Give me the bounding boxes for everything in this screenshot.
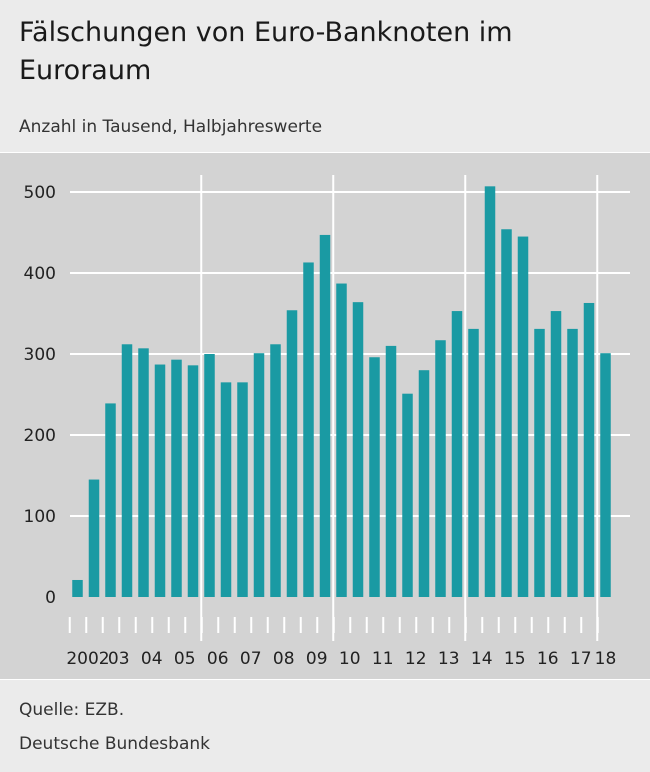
bar [303,262,314,597]
bar [253,353,265,597]
bar [154,364,166,597]
bar [534,328,545,597]
bar [121,344,133,597]
x-tick-label: 17 [570,649,592,669]
bar [352,302,364,597]
chart-subtitle: Anzahl in Tausend, Halbjahreswerte [19,117,323,137]
x-tick-label: 08 [273,649,295,669]
y-tick-label: 400 [24,264,56,284]
bar [451,311,463,597]
bar [105,403,116,597]
bar [171,359,182,597]
bar [583,302,595,597]
bar [402,393,413,597]
x-tick-label: 03 [108,649,130,669]
bar [484,186,496,597]
bar [138,348,149,597]
x-tick-label: 05 [174,649,196,669]
bar [501,229,512,597]
y-tick-label: 200 [24,426,56,446]
author-note: Deutsche Bundesbank [19,734,210,754]
bar [88,479,100,597]
x-tick-label: 07 [240,649,262,669]
bar [237,382,248,597]
bar [385,345,397,597]
bar [567,328,578,597]
x-tick-label: 13 [438,649,460,669]
x-tick-label: 10 [339,649,361,669]
bar [517,236,529,598]
bar [550,311,562,597]
y-tick-label: 100 [24,507,56,527]
bar [600,353,611,597]
x-tick-label: 15 [504,649,526,669]
bar [468,328,479,597]
y-tick-label: 0 [45,588,56,608]
y-tick-label: 500 [24,183,56,203]
x-tick-label: 14 [471,649,493,669]
chart-title: Fälschungen von Euro-Banknoten im Eurora… [19,17,513,86]
x-tick-label: 18 [595,649,617,669]
x-tick-label: 09 [306,649,328,669]
chart-panel: 0 100 200 300 400 500 2002 03 04 05 06 07 08 09 10 11 12… [0,152,650,680]
x-tick-label: 04 [141,649,163,669]
x-tick-label: 2002 [66,649,109,669]
bar [319,234,331,597]
bar [187,365,199,597]
bar [270,344,281,597]
bar [418,370,430,597]
bar [204,354,215,597]
bar [336,283,347,597]
bar [435,340,446,597]
source-note: Quelle: EZB. [19,700,125,720]
x-tick-label: 11 [372,649,394,669]
x-tick-label: 12 [405,649,427,669]
bar [286,310,298,597]
y-tick-label: 300 [24,345,56,365]
bar [220,382,232,597]
bar [72,579,83,597]
bar [369,357,380,597]
x-tick-label: 06 [207,649,229,669]
x-tick-label: 16 [537,649,559,669]
